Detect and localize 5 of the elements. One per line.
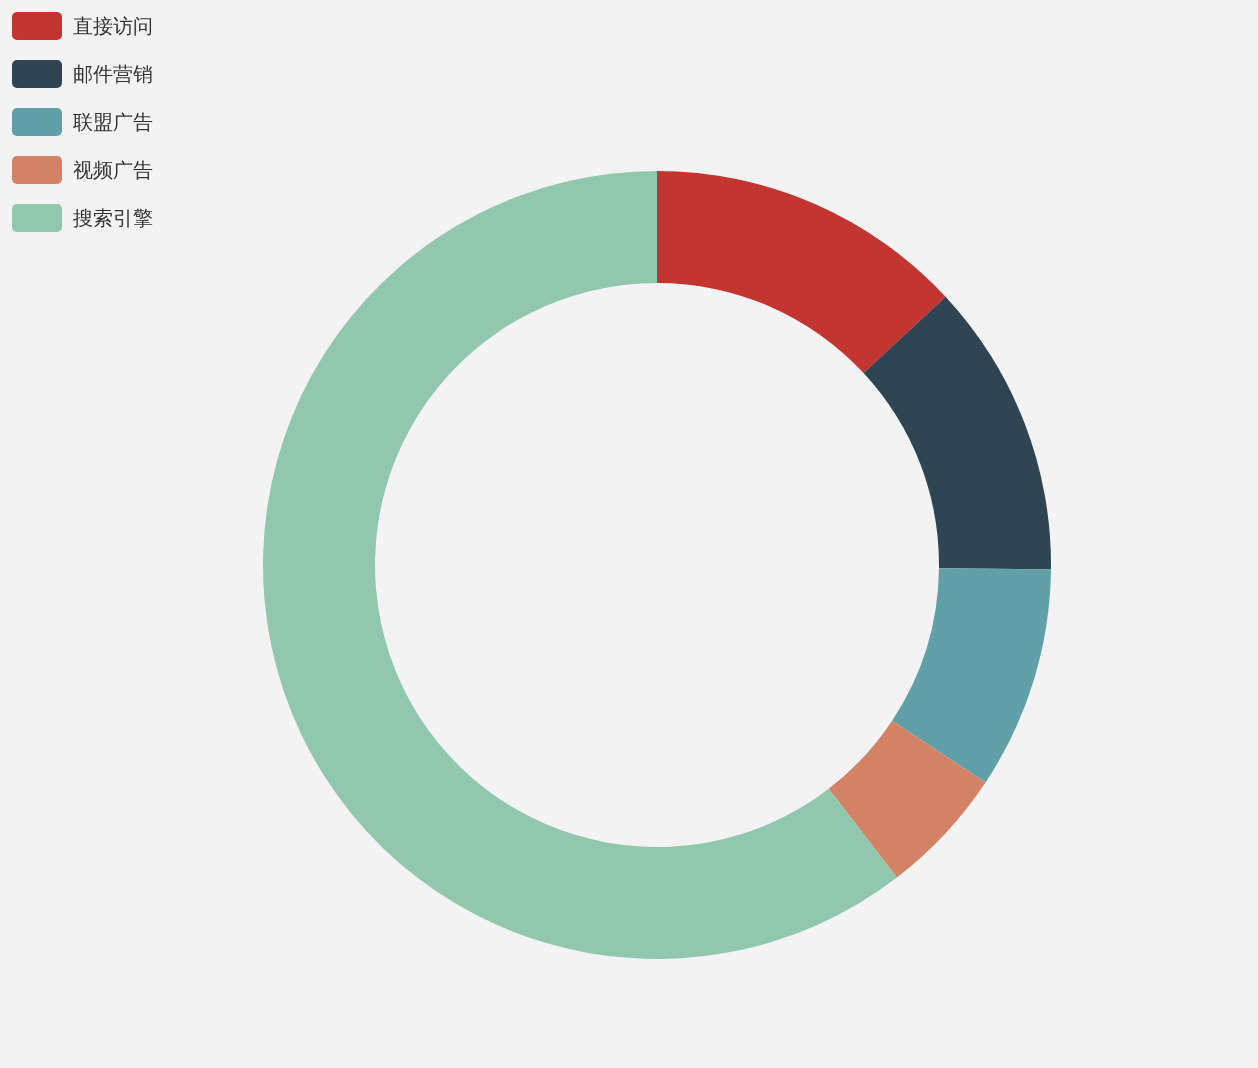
legend-label: 直接访问	[73, 14, 153, 38]
legend-label: 视频广告	[73, 158, 153, 182]
legend-label: 搜索引擎	[73, 206, 153, 230]
legend-label: 联盟广告	[73, 110, 153, 134]
legend-label: 邮件营销	[73, 62, 153, 86]
